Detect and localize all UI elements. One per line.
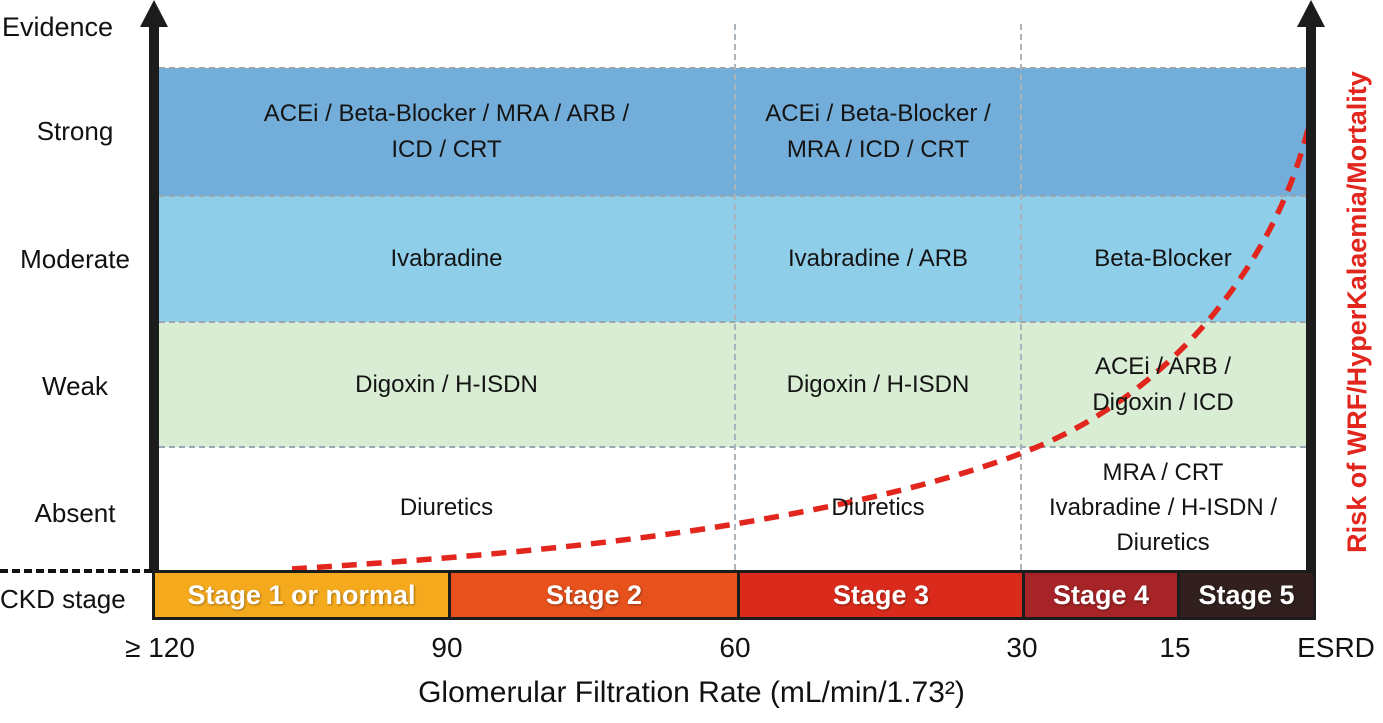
ckd-stage-axis-label: CKD stage [0, 584, 126, 614]
level-label-weak: Weak [42, 371, 108, 401]
x-axis-title: Glomerular Filtration Rate (mL/min/1.73²… [418, 676, 965, 709]
y-axis-line [149, 18, 159, 572]
ckd-stage-2-segment: Stage 2 [448, 573, 737, 617]
cell-moderate-gfr30-esrd: Beta-Blocker [1094, 245, 1232, 272]
level-label-moderate: Moderate [20, 244, 130, 274]
risk-axis-label: Risk of WRF/HyperKalaemia/Mortality [1342, 71, 1372, 553]
ckd-stage-5-segment: Stage 5 [1177, 573, 1313, 617]
ckd-stage-3-segment: Stage 3 [737, 573, 1022, 617]
cell-weak-gfr30-esrd: ACEi / ARB / Digoxin / ICD [1092, 352, 1234, 416]
cell-moderate-gfr120-60: Ivabradine [390, 245, 503, 272]
cell-strong-gfr120-60: ACEi / Beta-Blocker / MRA / ARB / ICD / … [263, 100, 630, 163]
x-tick-30: 30 [1006, 632, 1038, 663]
x-tick-90: 90 [431, 632, 463, 663]
ckd-stage-bar: Stage 1 or normal Stage 2 Stage 3 Stage … [152, 570, 1316, 620]
cell-strong-gfr60-30: ACEi / Beta-Blocker / MRA / ICD / CRT [765, 100, 991, 163]
right-axis-line [1306, 18, 1316, 572]
y-axis-arrow-icon [140, 0, 168, 27]
y-axis-title: Evidence [2, 12, 114, 42]
cell-absent-gfr60-30: Diuretics [831, 494, 925, 522]
ckd-stage-1-segment: Stage 1 or normal [155, 573, 448, 617]
level-label-strong: Strong [36, 116, 114, 146]
cell-weak-gfr120-60: Digoxin / H-ISDN [355, 370, 538, 398]
band-top-dashed-line [159, 67, 1306, 69]
x-tick-120: ≥ 120 [125, 632, 195, 663]
cell-absent-gfr120-60: Diuretics [399, 494, 494, 522]
x-tick-esrd: ESRD [1297, 632, 1375, 663]
ckd-stage-4-segment: Stage 4 [1022, 573, 1177, 617]
x-tick-15: 15 [1159, 632, 1191, 663]
cell-absent-gfr30-esrd: MRA / CRT Ivabradine / H-ISDN / Diuretic… [1048, 459, 1278, 556]
ckd-dashed-line [0, 569, 152, 573]
cell-moderate-gfr60-30: Ivabradine / ARB [787, 245, 969, 272]
x-tick-60: 60 [719, 632, 751, 663]
right-axis-arrow-icon [1297, 0, 1325, 27]
cell-strong-gfr30-esrd [1020, 68, 1306, 196]
cell-weak-gfr60-30: Digoxin / H-ISDN [786, 370, 970, 398]
level-label-absent: Absent [34, 498, 116, 528]
